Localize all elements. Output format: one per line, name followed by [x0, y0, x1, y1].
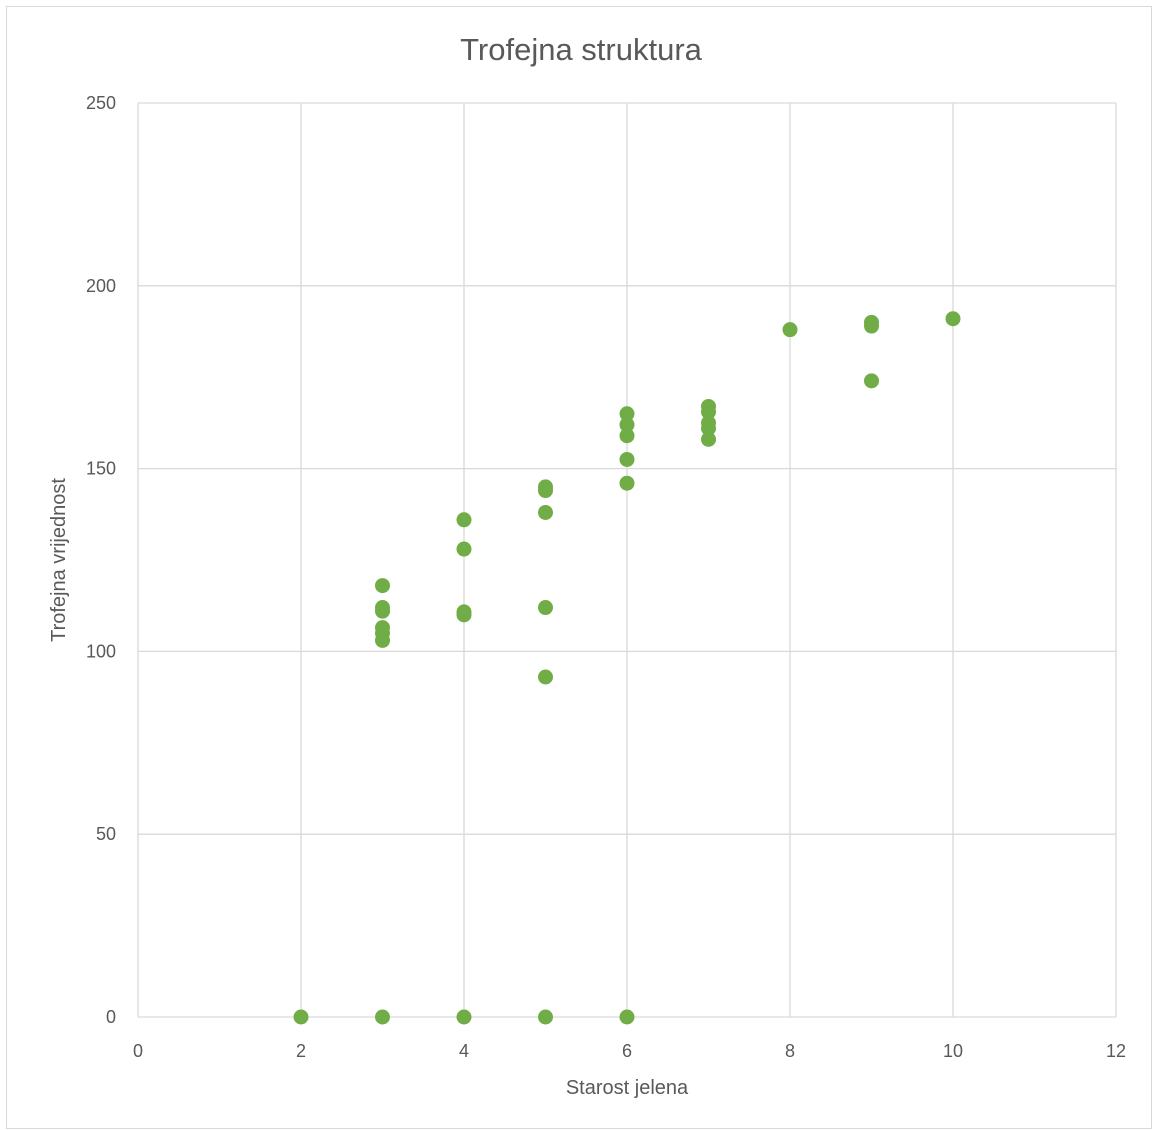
data-point: [375, 578, 390, 594]
data-point: [864, 373, 879, 389]
data-point: [864, 314, 879, 330]
y-tick-label: 50: [96, 824, 116, 844]
data-point: [619, 1009, 635, 1025]
x-tick-label: 4: [459, 1041, 469, 1061]
data-point: [456, 604, 472, 620]
data-point: [375, 1009, 390, 1025]
y-axis-title: Trofejna vrijednost: [48, 478, 70, 642]
data-point: [538, 504, 553, 520]
y-tick-label: 250: [86, 93, 116, 113]
data-point: [701, 398, 716, 414]
data-point: [701, 415, 716, 431]
chart-area: [6, 6, 1152, 1129]
x-axis-title: Starost jelena: [566, 1077, 689, 1099]
data-point: [782, 322, 798, 338]
x-tick-label: 12: [1106, 1041, 1126, 1061]
data-point: [293, 1009, 309, 1025]
data-point: [619, 428, 635, 444]
x-tick-label: 8: [785, 1041, 795, 1061]
data-point: [701, 431, 716, 447]
data-point: [538, 669, 553, 685]
x-axis-ticks: 0 2 4 6 8 10 12: [133, 1041, 1126, 1061]
data-point: [538, 1009, 553, 1025]
data-point: [945, 311, 961, 327]
data-points: [293, 311, 961, 1025]
data-point: [375, 620, 390, 636]
data-point: [538, 479, 553, 495]
y-tick-label: 100: [86, 641, 116, 661]
data-point: [619, 475, 635, 491]
data-point: [456, 541, 472, 557]
data-point: [619, 417, 635, 433]
y-tick-label: 200: [86, 276, 116, 296]
chart-title: Trofejna struktura: [460, 32, 703, 67]
data-point: [375, 600, 390, 616]
y-axis-ticks: 0 50 100 150 200 250: [86, 93, 116, 1027]
data-point: [456, 512, 472, 528]
x-tick-label: 2: [296, 1041, 306, 1061]
gridlines: [137, 102, 1117, 1018]
y-tick-label: 150: [86, 459, 116, 479]
data-point: [538, 600, 553, 616]
x-tick-label: 6: [622, 1041, 632, 1061]
data-point: [619, 406, 635, 422]
data-point: [456, 1009, 472, 1025]
x-tick-label: 10: [943, 1041, 963, 1061]
y-tick-label: 0: [106, 1007, 116, 1027]
x-tick-label: 0: [133, 1041, 143, 1061]
data-point: [619, 451, 635, 467]
